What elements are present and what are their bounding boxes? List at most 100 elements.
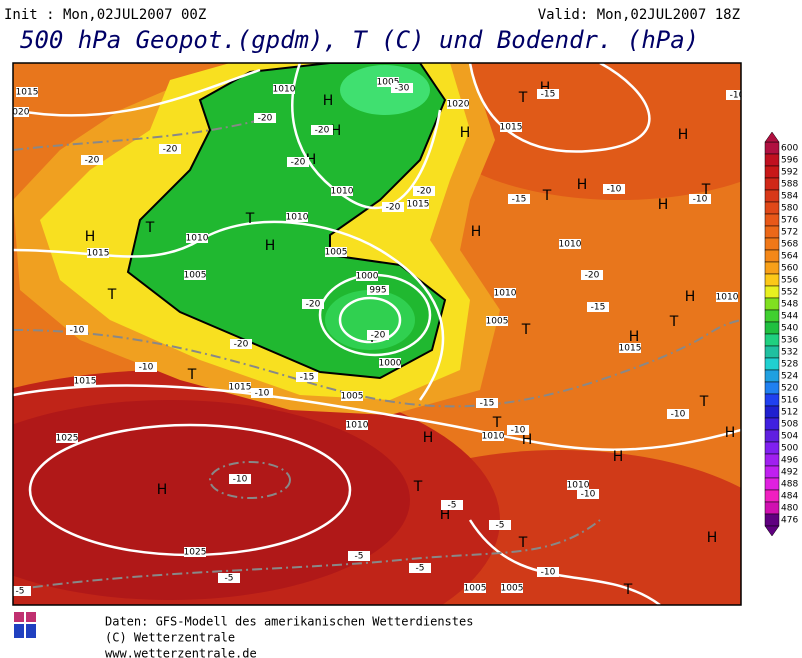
legend-swatch <box>764 285 780 299</box>
label-bg <box>81 155 103 165</box>
legend-label: 564 <box>781 252 798 262</box>
legend-label: 536 <box>781 336 798 346</box>
legend-label: 480 <box>781 504 798 514</box>
label-bg <box>296 372 318 382</box>
pressure-center: H <box>306 152 317 168</box>
legend-swatch <box>764 261 780 275</box>
label-bg <box>494 288 516 298</box>
legend-label: 488 <box>781 480 798 490</box>
legend-swatch <box>764 429 780 443</box>
label-bg <box>501 583 523 593</box>
map-frame <box>12 62 742 606</box>
pressure-center: H <box>577 177 588 193</box>
label-bg <box>441 500 463 510</box>
legend-label: 492 <box>781 468 798 478</box>
contour-label: -10 <box>671 410 686 420</box>
pressure-center: H <box>725 425 736 441</box>
isotherms <box>13 119 741 591</box>
label-bg <box>559 239 581 249</box>
contour-label: 1005 <box>486 317 509 327</box>
contour-label: -10 <box>70 326 85 336</box>
contour-label: -10 <box>511 426 526 436</box>
pressure-center: T <box>542 188 552 204</box>
legend-swatch <box>764 141 780 155</box>
legend-swatch <box>764 297 780 311</box>
label-bg <box>577 489 599 499</box>
contour-label: 1005 <box>184 271 207 281</box>
label-bg <box>184 270 206 280</box>
label-bg <box>13 586 31 596</box>
label-bg <box>537 567 559 577</box>
contour-label: -20 <box>85 156 100 166</box>
legend-swatch <box>764 165 780 179</box>
legend-swatch <box>764 309 780 323</box>
label-bg <box>229 474 251 484</box>
pressure-center: H <box>423 430 434 446</box>
legend-label: 568 <box>781 240 798 250</box>
contour-label: -20 <box>234 340 249 350</box>
legend-label: 508 <box>781 420 798 430</box>
contour-label: 1000 <box>356 272 379 282</box>
contour-label: -10 <box>730 91 745 101</box>
contour-label: -10 <box>581 490 596 500</box>
map-title: 500 hPa Geopot.(gpdm), T (C) und Bodendr… <box>20 26 699 54</box>
legend-label: 520 <box>781 384 798 394</box>
label-bg <box>135 362 157 372</box>
legend-label: 484 <box>781 492 798 502</box>
legend-label: 580 <box>781 204 798 214</box>
contour-label: 1010 <box>346 421 369 431</box>
legend-swatch <box>764 273 780 287</box>
label-bg <box>184 547 206 557</box>
pressure-center: T <box>492 415 502 431</box>
label-bg <box>482 431 504 441</box>
pressure-center: T <box>245 211 255 227</box>
pressure-center: H <box>471 224 482 240</box>
pressure-center: T <box>145 220 155 236</box>
label-bg <box>254 113 276 123</box>
label-bg <box>581 270 603 280</box>
pressure-center: T <box>413 479 423 495</box>
legend-swatch <box>764 201 780 215</box>
pressure-center: T <box>623 582 633 598</box>
legend-swatch <box>764 405 780 419</box>
pressure-center: H <box>323 93 334 109</box>
label-bg <box>16 87 38 97</box>
pressure-center: T <box>107 287 117 303</box>
label-bg <box>251 388 273 398</box>
legend-swatch <box>764 249 780 263</box>
legend-swatch <box>764 501 780 515</box>
legend-swatch <box>764 453 780 467</box>
label-bg <box>382 202 404 212</box>
contour-label: 1005 <box>325 248 348 258</box>
pressure-center: T <box>518 90 528 106</box>
legend-cap <box>764 131 780 143</box>
label-bg <box>486 316 508 326</box>
contour-label: -5 <box>355 552 364 562</box>
legend-swatch <box>764 441 780 455</box>
label-bg <box>379 358 401 368</box>
legend-swatch <box>764 465 780 479</box>
legend-label: 572 <box>781 228 798 238</box>
legend-label: 504 <box>781 432 798 442</box>
pressure-center: H <box>440 507 451 523</box>
pressure-center: T <box>518 535 528 551</box>
pressure-center: H <box>540 80 551 96</box>
contour-label: -10 <box>541 568 556 578</box>
contour-label: 1010 <box>186 234 209 244</box>
pressure-center: H <box>678 127 689 143</box>
contour-label: -20 <box>306 300 321 310</box>
footer-line: www.wetterzentrale.de <box>105 647 257 658</box>
pressure-center: H <box>85 229 96 245</box>
label-bg <box>377 77 399 87</box>
pressure-center: H <box>460 125 471 141</box>
contour-label: -20 <box>291 158 306 168</box>
field-hot <box>13 400 410 600</box>
legend-swatch <box>764 177 780 191</box>
pressure-center: H <box>157 482 168 498</box>
contour-label: 1010 <box>716 293 739 303</box>
legend-label: 512 <box>781 408 798 418</box>
label-bg <box>407 199 429 209</box>
legend-swatch <box>764 477 780 491</box>
contour-label: 1010 <box>567 481 590 491</box>
valid-time: Valid: Mon,02JUL2007 18Z <box>538 7 740 23</box>
